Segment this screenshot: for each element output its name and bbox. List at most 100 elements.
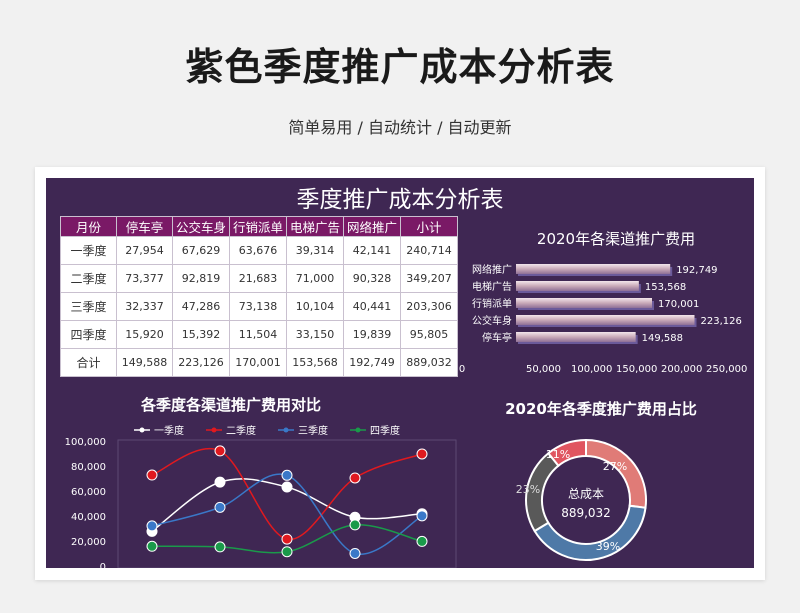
- data-point: [349, 547, 361, 559]
- legend-label: 一季度: [154, 424, 184, 437]
- value-cell: 32,337: [116, 292, 173, 321]
- legend-marker: [355, 427, 361, 433]
- value-cell: 203,306: [400, 292, 458, 321]
- legend-marker: [283, 427, 289, 433]
- bar-value-label: 192,749: [676, 265, 717, 276]
- header-cell: 行销派单: [229, 216, 287, 237]
- value-cell: 149,588: [116, 348, 173, 377]
- line-axis-tick: 40,000: [71, 512, 106, 523]
- value-cell: 42,141: [343, 236, 401, 265]
- data-point: [416, 535, 428, 547]
- value-cell: 71,000: [286, 264, 344, 293]
- bar: [516, 281, 639, 291]
- table-header-row: 月份 停车亭 公交车身 行销派单 电梯广告 网络推广 小计: [60, 216, 458, 237]
- value-cell: 67,629: [172, 236, 230, 265]
- bar-category-label: 公交车身: [472, 314, 512, 327]
- value-cell: 15,392: [172, 320, 230, 349]
- row-label-cell: 四季度: [60, 320, 117, 349]
- table-row: 二季度 73,377 92,819 21,683 71,000 90,328 349,207: [60, 264, 458, 293]
- value-cell: 10,104: [286, 292, 344, 321]
- donut-slice-label: 11%: [546, 448, 570, 461]
- donut-center-label: 总成本: [568, 487, 604, 501]
- data-point: [214, 445, 226, 457]
- data-point: [281, 533, 293, 545]
- value-cell: 73,138: [229, 292, 287, 321]
- data-point: [416, 510, 428, 522]
- value-cell: 90,328: [343, 264, 401, 293]
- value-cell: 63,676: [229, 236, 287, 265]
- data-point: [214, 476, 226, 488]
- table-row: 三季度 32,337 47,286 73,138 10,104 40,441 203,306: [60, 292, 458, 321]
- bar-value-label: 153,568: [645, 282, 686, 293]
- table-row: 一季度 27,954 67,629 63,676 39,314 42,141 240,714: [60, 236, 458, 265]
- data-point: [214, 501, 226, 513]
- bar: [516, 264, 671, 274]
- bar-axis-tick: 0: [459, 364, 465, 375]
- bar: [516, 315, 695, 325]
- legend-label: 三季度: [298, 424, 328, 437]
- value-cell: 40,441: [343, 292, 401, 321]
- legend-marker: [211, 427, 217, 433]
- donut-slice: [547, 438, 587, 468]
- line-axis-tick: 60,000: [71, 487, 106, 498]
- header-cell: 公交车身: [172, 216, 230, 237]
- donut-slice-label: 39%: [596, 540, 620, 553]
- bar-chart-title: 2020年各渠道推广费用: [536, 230, 696, 248]
- row-label-cell: 二季度: [60, 264, 117, 293]
- header-cell: 小计: [400, 216, 458, 237]
- data-point: [349, 472, 361, 484]
- data-point: [281, 546, 293, 558]
- donut-chart: 27% 39% 23% 11% 总成本 889,032: [516, 438, 647, 561]
- bar-axis-tick: 50,000: [526, 364, 561, 375]
- line-axis-tick: 20,000: [71, 537, 106, 548]
- value-cell: 192,749: [343, 348, 401, 377]
- value-cell: 15,920: [116, 320, 173, 349]
- line-axis-tick: 100,000: [65, 437, 106, 448]
- bar: [516, 298, 653, 308]
- series-line: [151, 448, 423, 540]
- data-point: [281, 481, 293, 493]
- bar-axis-tick: 100,000: [571, 364, 612, 375]
- line-chart: 100,000 80,000 60,000 40,000 20,000 0 一季度 二季度 三季…: [65, 424, 457, 568]
- data-point: [349, 519, 361, 531]
- value-cell: 73,377: [116, 264, 173, 293]
- line-axis-tick: 80,000: [71, 462, 106, 473]
- legend-label: 二季度: [226, 424, 256, 437]
- value-cell: 240,714: [400, 236, 458, 265]
- bar-value-label: 223,126: [701, 316, 742, 327]
- header-cell: 月份: [60, 216, 117, 237]
- line-axis-tick: 0: [100, 562, 106, 568]
- header-cell: 停车亭: [116, 216, 173, 237]
- line-chart-title: 各季度各渠道推广费用对比: [140, 396, 321, 414]
- data-point: [416, 448, 428, 460]
- row-label-cell: 三季度: [60, 292, 117, 321]
- row-label-cell: 一季度: [60, 236, 117, 265]
- bar-category-label: 停车亭: [482, 331, 512, 344]
- data-point: [146, 520, 158, 532]
- value-cell: 33,150: [286, 320, 344, 349]
- sheet-title: 季度推广成本分析表: [296, 187, 504, 213]
- donut-slice-label: 23%: [516, 483, 540, 496]
- value-cell: 27,954: [116, 236, 173, 265]
- value-cell: 889,032: [400, 348, 458, 377]
- value-cell: 11,504: [229, 320, 287, 349]
- value-cell: 92,819: [172, 264, 230, 293]
- value-cell: 153,568: [286, 348, 344, 377]
- legend-marker: [139, 427, 145, 433]
- value-cell: 223,126: [172, 348, 230, 377]
- bar-axis-tick: 200,000: [661, 364, 702, 375]
- value-cell: 39,314: [286, 236, 344, 265]
- bar-axis-tick: 250,000: [706, 364, 747, 375]
- data-point: [281, 469, 293, 481]
- page-subtitle: 简单易用 / 自动统计 / 自动更新: [288, 118, 512, 137]
- value-cell: 21,683: [229, 264, 287, 293]
- value-cell: 47,286: [172, 292, 230, 321]
- report-sheet: 季度推广成本分析表 月份 停车亭 公交车身 行销派单 电梯广告 网络推广 小计 …: [46, 178, 754, 568]
- bar-category-label: 电梯广告: [472, 280, 512, 293]
- bar-chart: 网络推广 192,749 电梯广告 153,568 行销派单 170,001 公交车身 223…: [459, 263, 748, 375]
- header-cell: 电梯广告: [286, 216, 344, 237]
- bar-value-label: 170,001: [658, 299, 699, 310]
- bar-axis-tick: 150,000: [616, 364, 657, 375]
- bar-value-label: 149,588: [642, 333, 683, 344]
- row-label-cell: 合计: [60, 348, 117, 377]
